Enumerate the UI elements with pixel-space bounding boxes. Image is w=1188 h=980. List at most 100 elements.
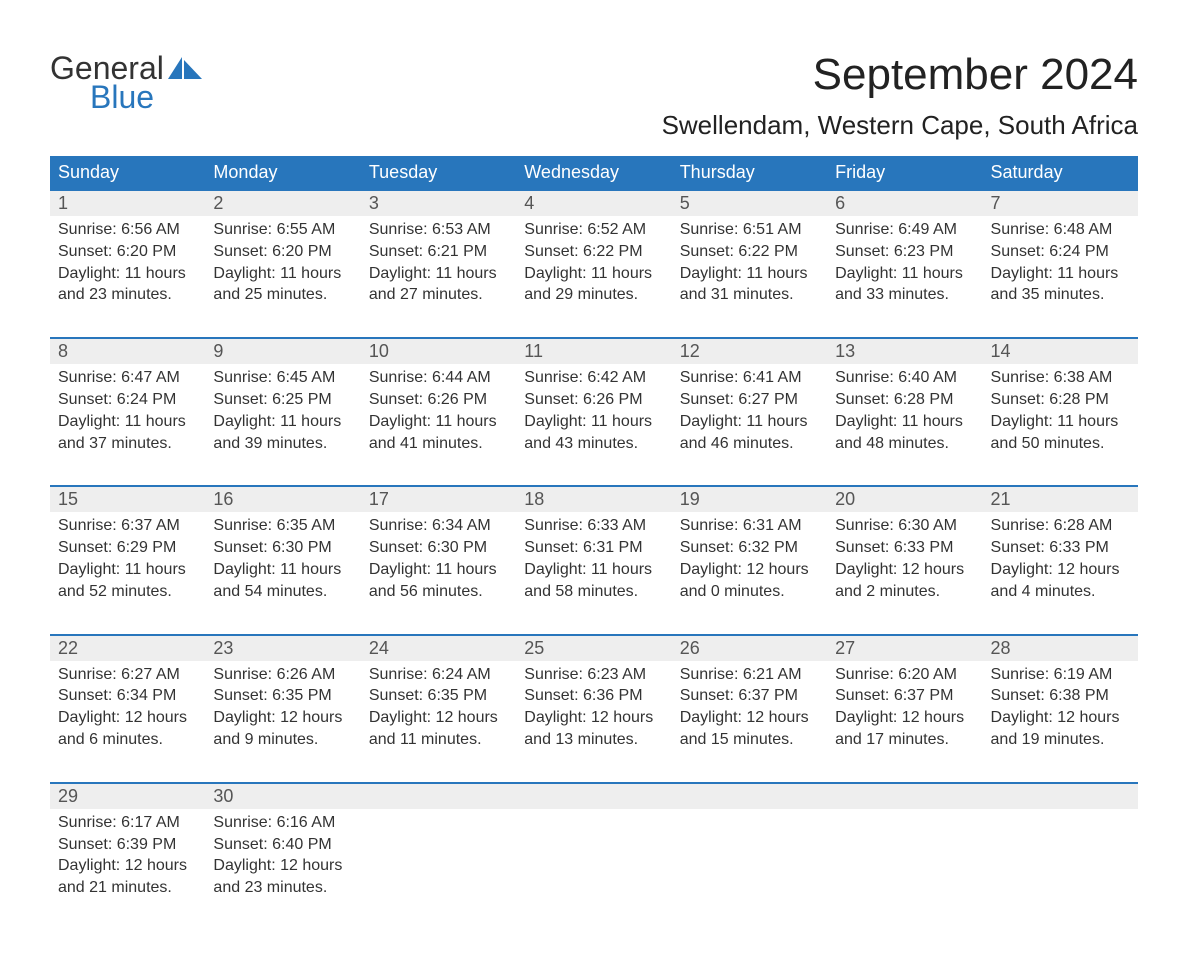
daylight-text-1: Daylight: 11 hours <box>835 412 974 433</box>
day-number: 13 <box>827 337 982 364</box>
day-content: Sunrise: 6:21 AMSunset: 6:37 PMDaylight:… <box>672 661 827 782</box>
sunrise-text: Sunrise: 6:30 AM <box>835 516 974 537</box>
day-header-saturday: Saturday <box>983 156 1138 189</box>
day-number: 4 <box>516 189 671 216</box>
sunset-text: Sunset: 6:39 PM <box>58 835 197 856</box>
daylight-text-1: Daylight: 11 hours <box>58 264 197 285</box>
sunrise-text: Sunrise: 6:49 AM <box>835 220 974 241</box>
empty-day-header <box>672 782 827 809</box>
daylight-text-2: and 58 minutes. <box>524 582 663 603</box>
daylight-text-1: Daylight: 11 hours <box>58 412 197 433</box>
day-cell: 21Sunrise: 6:28 AMSunset: 6:33 PMDayligh… <box>983 485 1138 633</box>
day-content: Sunrise: 6:42 AMSunset: 6:26 PMDaylight:… <box>516 364 671 485</box>
day-cell: 6Sunrise: 6:49 AMSunset: 6:23 PMDaylight… <box>827 189 982 337</box>
daylight-text-1: Daylight: 12 hours <box>835 560 974 581</box>
sunset-text: Sunset: 6:20 PM <box>58 242 197 263</box>
empty-day-header <box>983 782 1138 809</box>
sunset-text: Sunset: 6:26 PM <box>524 390 663 411</box>
day-content: Sunrise: 6:37 AMSunset: 6:29 PMDaylight:… <box>50 512 205 633</box>
title-block: September 2024 Swellendam, Western Cape,… <box>662 50 1138 141</box>
day-content: Sunrise: 6:52 AMSunset: 6:22 PMDaylight:… <box>516 216 671 337</box>
daylight-text-2: and 50 minutes. <box>991 434 1130 455</box>
day-cell: 30Sunrise: 6:16 AMSunset: 6:40 PMDayligh… <box>205 782 360 930</box>
sunrise-text: Sunrise: 6:21 AM <box>680 665 819 686</box>
sunrise-text: Sunrise: 6:51 AM <box>680 220 819 241</box>
daylight-text-1: Daylight: 11 hours <box>991 412 1130 433</box>
daylight-text-2: and 23 minutes. <box>58 285 197 306</box>
day-number: 8 <box>50 337 205 364</box>
week-row: 22Sunrise: 6:27 AMSunset: 6:34 PMDayligh… <box>50 634 1138 782</box>
sunset-text: Sunset: 6:30 PM <box>369 538 508 559</box>
sunset-text: Sunset: 6:22 PM <box>680 242 819 263</box>
day-content: Sunrise: 6:26 AMSunset: 6:35 PMDaylight:… <box>205 661 360 782</box>
sunset-text: Sunset: 6:26 PM <box>369 390 508 411</box>
day-cell: 28Sunrise: 6:19 AMSunset: 6:38 PMDayligh… <box>983 634 1138 782</box>
daylight-text-1: Daylight: 12 hours <box>58 856 197 877</box>
daylight-text-2: and 54 minutes. <box>213 582 352 603</box>
day-content: Sunrise: 6:24 AMSunset: 6:35 PMDaylight:… <box>361 661 516 782</box>
daylight-text-2: and 13 minutes. <box>524 730 663 751</box>
day-header-tuesday: Tuesday <box>361 156 516 189</box>
daylight-text-1: Daylight: 11 hours <box>680 264 819 285</box>
day-content: Sunrise: 6:40 AMSunset: 6:28 PMDaylight:… <box>827 364 982 485</box>
daylight-text-2: and 23 minutes. <box>213 878 352 899</box>
day-header-thursday: Thursday <box>672 156 827 189</box>
daylight-text-2: and 39 minutes. <box>213 434 352 455</box>
daylight-text-1: Daylight: 12 hours <box>213 856 352 877</box>
day-content: Sunrise: 6:23 AMSunset: 6:36 PMDaylight:… <box>516 661 671 782</box>
sunset-text: Sunset: 6:30 PM <box>213 538 352 559</box>
day-number: 18 <box>516 485 671 512</box>
day-cell: 26Sunrise: 6:21 AMSunset: 6:37 PMDayligh… <box>672 634 827 782</box>
sunset-text: Sunset: 6:33 PM <box>835 538 974 559</box>
day-cell: 23Sunrise: 6:26 AMSunset: 6:35 PMDayligh… <box>205 634 360 782</box>
day-cell: 2Sunrise: 6:55 AMSunset: 6:20 PMDaylight… <box>205 189 360 337</box>
day-number: 9 <box>205 337 360 364</box>
day-content: Sunrise: 6:31 AMSunset: 6:32 PMDaylight:… <box>672 512 827 633</box>
sunset-text: Sunset: 6:25 PM <box>213 390 352 411</box>
day-content: Sunrise: 6:56 AMSunset: 6:20 PMDaylight:… <box>50 216 205 337</box>
sunset-text: Sunset: 6:31 PM <box>524 538 663 559</box>
sunrise-text: Sunrise: 6:26 AM <box>213 665 352 686</box>
sunset-text: Sunset: 6:24 PM <box>58 390 197 411</box>
daylight-text-2: and 35 minutes. <box>991 285 1130 306</box>
sunrise-text: Sunrise: 6:16 AM <box>213 813 352 834</box>
daylight-text-2: and 31 minutes. <box>680 285 819 306</box>
day-content: Sunrise: 6:44 AMSunset: 6:26 PMDaylight:… <box>361 364 516 485</box>
day-number: 11 <box>516 337 671 364</box>
day-content: Sunrise: 6:34 AMSunset: 6:30 PMDaylight:… <box>361 512 516 633</box>
daylight-text-1: Daylight: 11 hours <box>369 264 508 285</box>
sunset-text: Sunset: 6:22 PM <box>524 242 663 263</box>
day-cell: 10Sunrise: 6:44 AMSunset: 6:26 PMDayligh… <box>361 337 516 485</box>
day-number: 20 <box>827 485 982 512</box>
sunset-text: Sunset: 6:35 PM <box>369 686 508 707</box>
day-content: Sunrise: 6:49 AMSunset: 6:23 PMDaylight:… <box>827 216 982 337</box>
daylight-text-2: and 4 minutes. <box>991 582 1130 603</box>
day-cell: 1Sunrise: 6:56 AMSunset: 6:20 PMDaylight… <box>50 189 205 337</box>
day-number: 27 <box>827 634 982 661</box>
day-number: 21 <box>983 485 1138 512</box>
sunrise-text: Sunrise: 6:34 AM <box>369 516 508 537</box>
sunrise-text: Sunrise: 6:27 AM <box>58 665 197 686</box>
calendar-header-row: Sunday Monday Tuesday Wednesday Thursday… <box>50 156 1138 189</box>
day-number: 23 <box>205 634 360 661</box>
empty-day-header <box>516 782 671 809</box>
day-number: 6 <box>827 189 982 216</box>
day-cell <box>983 782 1138 930</box>
daylight-text-1: Daylight: 12 hours <box>991 560 1130 581</box>
daylight-text-2: and 29 minutes. <box>524 285 663 306</box>
daylight-text-2: and 43 minutes. <box>524 434 663 455</box>
sunrise-text: Sunrise: 6:55 AM <box>213 220 352 241</box>
daylight-text-2: and 52 minutes. <box>58 582 197 603</box>
sunrise-text: Sunrise: 6:44 AM <box>369 368 508 389</box>
sunrise-text: Sunrise: 6:20 AM <box>835 665 974 686</box>
day-content: Sunrise: 6:41 AMSunset: 6:27 PMDaylight:… <box>672 364 827 485</box>
sunset-text: Sunset: 6:37 PM <box>835 686 974 707</box>
day-content: Sunrise: 6:27 AMSunset: 6:34 PMDaylight:… <box>50 661 205 782</box>
day-number: 1 <box>50 189 205 216</box>
sunset-text: Sunset: 6:34 PM <box>58 686 197 707</box>
sunrise-text: Sunrise: 6:38 AM <box>991 368 1130 389</box>
day-content: Sunrise: 6:33 AMSunset: 6:31 PMDaylight:… <box>516 512 671 633</box>
sunset-text: Sunset: 6:20 PM <box>213 242 352 263</box>
day-number: 24 <box>361 634 516 661</box>
sunrise-text: Sunrise: 6:53 AM <box>369 220 508 241</box>
